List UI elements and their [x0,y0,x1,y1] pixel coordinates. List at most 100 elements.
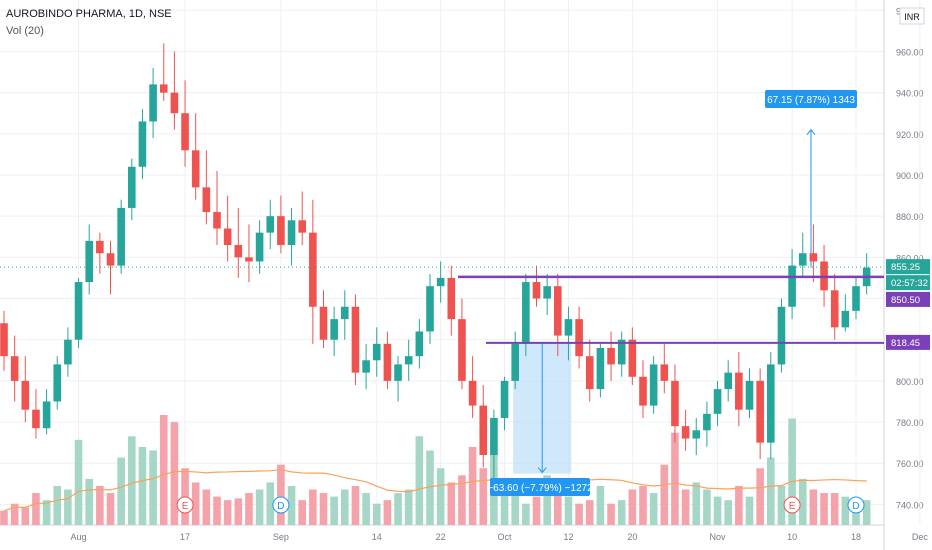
volume-indicator-label: Vol (20) [6,25,44,37]
measure-label-down-bg [490,478,590,496]
volume-bar [639,485,647,525]
y-tick-label: 880.00 [896,212,924,222]
y-tick-label: 800.00 [896,377,924,387]
candle-body [372,343,381,361]
volume-bar [532,496,541,525]
candle-body [21,380,30,410]
candle-body [309,232,317,307]
volume-bar [681,489,690,525]
candle-body [468,380,477,406]
volume-bar [42,500,51,525]
candle-body [159,84,168,93]
volume-bar [713,496,722,525]
volume-bar [756,468,764,525]
volume-bar [404,489,413,525]
price-axis-label: 02:57:32 [891,278,928,289]
candle-body [841,310,850,328]
volume-bar [809,489,818,525]
volume-bar [64,489,72,525]
volume-bar [128,436,136,525]
candle-body [32,409,40,429]
volume-bar [32,493,40,525]
candle-body [191,150,200,188]
y-tick-label: 760.00 [896,459,924,469]
price-axis-label: 818.45 [891,338,920,349]
candle-body [362,360,370,373]
volume-bar [351,485,360,525]
volume-bar [415,436,424,525]
candle-body [128,166,136,208]
event-marker-letter: E [182,501,189,512]
candle-body [404,356,413,365]
candle-body [703,413,711,431]
volume-bar [767,457,775,525]
volume-bar [255,489,264,525]
x-tick-label: 18 [851,532,861,542]
currency-box [899,7,925,25]
candle-body [213,212,221,229]
candle-body [341,306,349,320]
candle-body [287,220,296,245]
candle-body [767,364,775,443]
volume-bar [692,482,701,525]
candle-body [649,364,658,406]
volume-bar [191,482,200,525]
volume-bar [862,500,871,525]
currency-label: INR [904,12,920,22]
candle-body [458,319,466,381]
measure-label-down: −63.60 (−7.79%) −1272 [487,483,593,494]
volume-bar [522,503,530,525]
volume-bar [330,496,338,525]
candle-body [852,286,860,311]
volume-bar [447,482,456,525]
candle-body [692,430,701,439]
candle-body [436,277,445,287]
volume-bar [0,510,8,525]
candle-body [351,306,360,373]
measure-arrow-head-down [537,467,547,474]
volume-bar [830,493,839,525]
candle-body [575,319,583,357]
y-tick-label: 740.00 [896,500,924,510]
candle-body [639,376,647,406]
candle-body [585,356,594,390]
volume-bar [234,498,243,525]
candle-body [298,220,306,233]
x-tick-label: 20 [627,532,637,542]
volume-bar [383,500,392,525]
volume-bar [649,493,658,525]
y-tick-label: 960.00 [896,47,924,57]
candle-body [415,331,424,357]
volume-bar [341,489,349,525]
volume-bar [21,507,30,525]
x-tick-label: 22 [436,532,446,542]
volume-bar [554,489,562,525]
event-marker-letter: D [852,501,859,512]
candle-body [522,282,530,344]
volume-bar [74,439,83,525]
volume-bar [500,485,509,525]
event-marker [176,496,194,514]
volume-bar [671,432,679,525]
volume-bar [788,418,796,525]
volume-bar [362,493,370,525]
candle-body [745,380,754,410]
volume-bar [628,489,637,525]
volume-bar [106,493,115,525]
candle-body [266,216,275,233]
candle-body [490,417,498,455]
volume-bar [426,450,434,525]
candle-body [181,113,189,151]
x-tick-label: Oct [498,532,513,542]
candle-body [255,232,264,262]
candle-body [830,290,839,328]
candle-body [138,121,147,167]
candle-body [319,306,328,340]
volume-bar [53,485,62,525]
candle-body [383,343,392,381]
volume-bar [735,485,743,525]
candle-body [53,364,62,402]
price-axis-label: 850.50 [891,295,920,306]
candle-body [330,319,338,340]
